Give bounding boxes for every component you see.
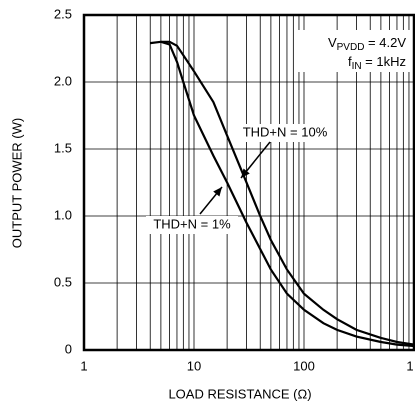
label-bg <box>239 124 331 142</box>
label-bg <box>146 216 238 234</box>
condition-main: V <box>328 35 337 50</box>
series-label: THD+N = 1% <box>153 216 231 231</box>
condition-rest: = 4.2V <box>364 35 406 50</box>
condition-rest: = 1kHz <box>362 54 406 69</box>
arrow-head <box>213 187 222 197</box>
condition: fIN = 1kHz <box>348 54 406 71</box>
condition-sub: PVDD <box>337 42 365 53</box>
arrow-head <box>241 168 250 178</box>
line-series <box>160 40 415 348</box>
condition-sub: IN <box>352 61 362 72</box>
x-tick-label: 100 <box>293 358 315 373</box>
x-tick-label: 1 <box>406 358 413 373</box>
condition: VPVDD = 4.2V <box>328 35 406 52</box>
condition-main: f <box>348 54 352 69</box>
y-tick-label: 2.5 <box>54 6 72 21</box>
x-tick-label: 10 <box>187 358 201 373</box>
y-tick-label: 0.5 <box>54 274 72 289</box>
x-axis-label: LOAD RESISTANCE (Ω) <box>168 386 311 401</box>
y-tick-label: 1.5 <box>54 140 72 155</box>
plot-frame <box>82 13 415 352</box>
x-tick-label: 1 <box>80 358 87 373</box>
y-tick-label: 0 <box>65 341 72 356</box>
y-tick-label: 2.0 <box>54 73 72 88</box>
y-axis-label: OUTPUT POWER (W) <box>9 118 24 248</box>
line-series <box>150 40 415 346</box>
conditions-bg <box>298 30 410 72</box>
series-label: THD+N = 10% <box>243 124 328 139</box>
y-tick-label: 1.0 <box>54 207 72 222</box>
